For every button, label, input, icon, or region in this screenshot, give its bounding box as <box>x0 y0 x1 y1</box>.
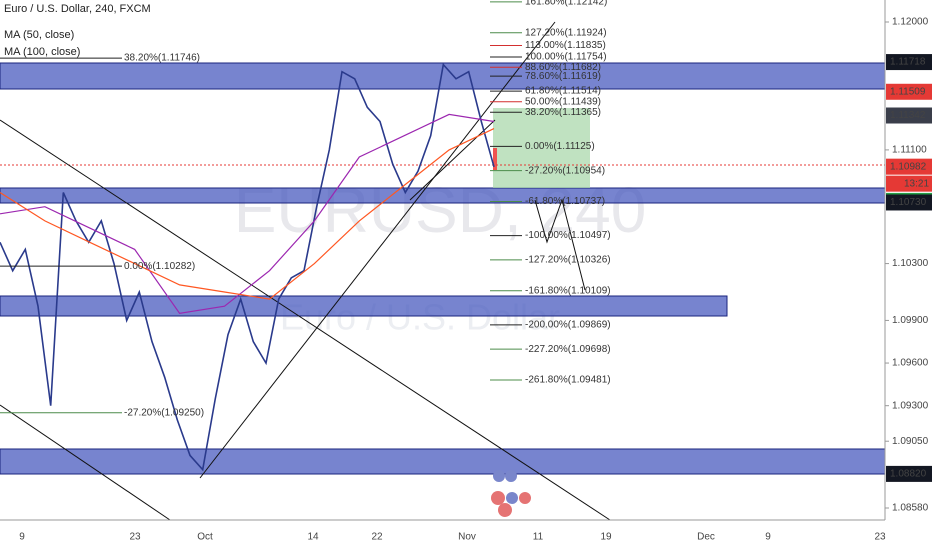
price-badge <box>886 83 932 100</box>
y-tick-label: 1.09600 <box>892 358 929 369</box>
y-tick-label: 1.09050 <box>892 436 929 447</box>
price-badge <box>886 158 932 175</box>
fib-label: 0.00%(1.11125) <box>525 141 595 152</box>
fib-label: -161.80%(1.10109) <box>525 285 611 296</box>
y-tick-label: 1.11100 <box>892 145 927 156</box>
price-badge-label: 1.08820 <box>890 469 927 480</box>
price-badge <box>886 107 932 124</box>
x-tick-label: 9 <box>765 532 771 543</box>
event-icon <box>519 492 531 504</box>
fib-label: 0.00%(1.10282) <box>124 261 195 272</box>
fib-label: 50.00%(1.11439) <box>525 96 601 107</box>
fib-label: 61.80%(1.11514) <box>525 86 601 97</box>
trendline <box>409 119 496 201</box>
x-tick-label: Dec <box>697 532 715 543</box>
price-badge-label: 1.11718 <box>890 57 926 68</box>
y-tick-label: 1.09300 <box>892 400 929 411</box>
fib-label: 100.00%(1.11754) <box>525 52 607 63</box>
trendline <box>199 21 556 479</box>
x-tick-label: Nov <box>458 532 476 543</box>
zone <box>0 295 728 317</box>
price-badge-label: 1.10982 <box>890 161 927 172</box>
countdown-badge <box>886 175 932 192</box>
event-icon <box>505 470 517 482</box>
countdown: 13:21 <box>904 178 929 189</box>
trendline <box>0 119 611 521</box>
x-tick-label: 22 <box>371 532 383 543</box>
legend-ma100: MA (100, close) <box>4 46 80 58</box>
event-icons <box>491 470 531 517</box>
fib-label: -61.80%(1.10737) <box>525 196 605 207</box>
long-position-stop <box>493 148 497 170</box>
y-tick-label: 1.10300 <box>892 258 929 269</box>
zone <box>0 448 886 475</box>
x-tick-label: Oct <box>197 532 213 543</box>
fib-label: -227.20%(1.09698) <box>525 344 611 355</box>
event-icon <box>493 470 505 482</box>
fib-label: -127.20%(1.10326) <box>525 255 611 266</box>
event-icon <box>506 492 518 504</box>
y-tick-label: 1.08580 <box>892 503 929 514</box>
fib-label: 78.60%(1.11619) <box>525 71 601 82</box>
price-badge-label: 1.10730 <box>890 197 927 208</box>
price-badge <box>886 54 932 71</box>
price-badge <box>886 194 932 211</box>
x-tick-label: 19 <box>600 532 612 543</box>
price-line <box>0 62 495 472</box>
event-icon <box>491 491 505 505</box>
fib-label: -261.80%(1.09481) <box>525 375 611 386</box>
price-badge-label: 1.11342 <box>890 110 926 121</box>
fib-label: -27.20%(1.09250) <box>124 407 204 418</box>
trendlines <box>0 21 611 521</box>
event-icon <box>498 503 512 517</box>
y-tick-label: 1.12000 <box>892 17 929 28</box>
symbol-title: Euro / U.S. Dollar, 240, FXCM <box>4 3 151 15</box>
moving-average <box>0 113 495 314</box>
fib-label: -200.00%(1.09869) <box>525 319 611 330</box>
x-tick-label: 23 <box>129 532 141 543</box>
x-tick-label: 11 <box>533 532 544 543</box>
fib-label: 161.80%(1.12142) <box>525 0 607 7</box>
y-tick-label: 1.09900 <box>892 315 929 326</box>
long-position-target <box>493 108 590 188</box>
price-badge-label: 1.11509 <box>890 86 926 97</box>
projection-path <box>534 198 586 291</box>
trendline <box>0 404 171 521</box>
fib-label: 88.60%(1.11682) <box>525 62 601 73</box>
fib-label: 127.20%(1.11924) <box>525 27 607 38</box>
moving-average <box>0 128 495 300</box>
fib-label: -100.00%(1.10497) <box>525 230 611 241</box>
x-tick-label: 23 <box>874 532 886 543</box>
zone <box>0 187 886 204</box>
fib-label: 38.20%(1.11365) <box>525 107 601 118</box>
fib-label: 38.20%(1.11746) <box>124 53 200 64</box>
x-tick-label: 9 <box>19 532 25 543</box>
plot: 161.80%(1.12142) 127.20%(1.11924) 113.00%(… <box>0 0 611 472</box>
fib-label: -27.20%(1.10954) <box>525 165 605 176</box>
legend-ma50: MA (50, close) <box>4 29 74 41</box>
fib-label: 113.00%(1.11835) <box>525 40 606 51</box>
price-badge <box>886 465 932 482</box>
x-tick-label: 14 <box>307 532 319 543</box>
